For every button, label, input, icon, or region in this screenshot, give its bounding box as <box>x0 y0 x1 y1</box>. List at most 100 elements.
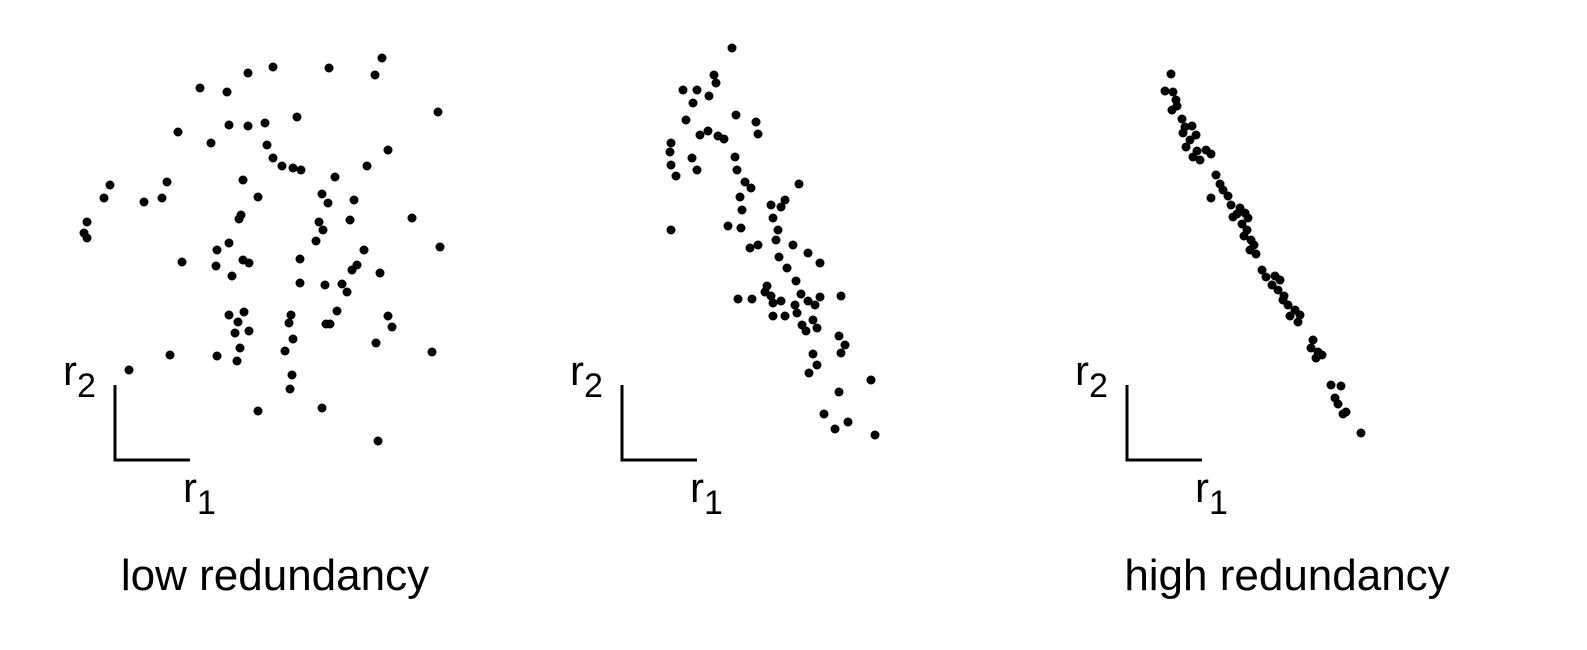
point <box>243 68 253 78</box>
point <box>1338 409 1348 419</box>
point <box>790 300 800 310</box>
point <box>359 245 369 255</box>
point <box>224 310 234 320</box>
point <box>834 387 844 397</box>
point <box>105 180 115 190</box>
point <box>808 349 818 359</box>
point <box>262 140 272 150</box>
point <box>745 243 755 253</box>
point <box>666 225 676 235</box>
point <box>1218 185 1228 195</box>
y-axis-label: r2 <box>1075 347 1108 405</box>
point <box>773 225 783 235</box>
axis-glyph <box>113 385 190 462</box>
point <box>243 121 253 131</box>
point <box>1295 310 1305 320</box>
point <box>287 370 297 380</box>
point <box>688 98 698 108</box>
point <box>751 117 761 127</box>
point <box>695 130 705 140</box>
point <box>1251 249 1261 259</box>
scatter-panel: high redundancy <box>1124 69 1450 600</box>
point <box>377 53 387 63</box>
point <box>296 165 306 175</box>
point <box>1306 343 1316 353</box>
point <box>295 254 305 264</box>
point <box>157 193 167 203</box>
point <box>687 153 697 163</box>
point <box>692 165 702 175</box>
point <box>1195 155 1205 165</box>
point <box>124 365 134 375</box>
point <box>1267 280 1277 290</box>
point <box>796 289 806 299</box>
point <box>819 409 829 419</box>
point <box>330 172 340 182</box>
point <box>268 153 278 163</box>
point <box>803 296 813 306</box>
point <box>804 368 814 378</box>
point <box>1160 86 1170 96</box>
point <box>801 326 811 336</box>
point <box>812 323 822 333</box>
point <box>719 134 729 144</box>
point <box>815 258 825 268</box>
point <box>323 198 333 208</box>
point <box>665 147 675 157</box>
point <box>206 138 216 148</box>
point <box>830 424 840 434</box>
point <box>1178 128 1188 138</box>
panel-title: low redundancy <box>121 551 429 600</box>
point <box>747 294 757 304</box>
y-axis-label: r2 <box>63 347 96 405</box>
point <box>1166 69 1176 79</box>
point <box>1317 350 1327 360</box>
point <box>177 257 187 267</box>
point <box>139 197 149 207</box>
panel-title: high redundancy <box>1124 551 1449 600</box>
point <box>735 192 745 202</box>
point <box>295 278 305 288</box>
point <box>427 347 437 357</box>
point <box>737 205 747 215</box>
point <box>771 235 781 245</box>
point <box>704 91 714 101</box>
point <box>776 296 786 306</box>
point <box>280 346 290 356</box>
point <box>1285 311 1295 321</box>
point <box>195 83 205 93</box>
point <box>723 221 733 231</box>
point <box>731 110 741 120</box>
point <box>803 248 813 258</box>
point <box>768 311 778 321</box>
point <box>239 307 249 317</box>
point <box>1243 213 1253 223</box>
point <box>253 192 263 202</box>
point <box>435 242 445 252</box>
point <box>234 214 244 224</box>
point <box>666 160 676 170</box>
point <box>349 195 359 205</box>
point <box>433 107 443 117</box>
point <box>233 317 243 327</box>
point <box>371 338 381 348</box>
point <box>780 195 790 205</box>
point <box>1223 191 1233 201</box>
point <box>345 215 355 225</box>
point <box>342 287 352 297</box>
point <box>812 360 822 370</box>
point <box>387 322 397 332</box>
point <box>732 165 742 175</box>
point <box>678 85 688 95</box>
point <box>362 161 372 171</box>
point <box>230 328 240 338</box>
point <box>165 350 175 360</box>
point <box>238 175 248 185</box>
point <box>1275 275 1285 285</box>
axis-glyph <box>620 385 697 462</box>
point <box>836 348 846 358</box>
point <box>753 129 763 139</box>
point <box>703 126 713 136</box>
point <box>791 276 801 286</box>
point <box>768 213 778 223</box>
